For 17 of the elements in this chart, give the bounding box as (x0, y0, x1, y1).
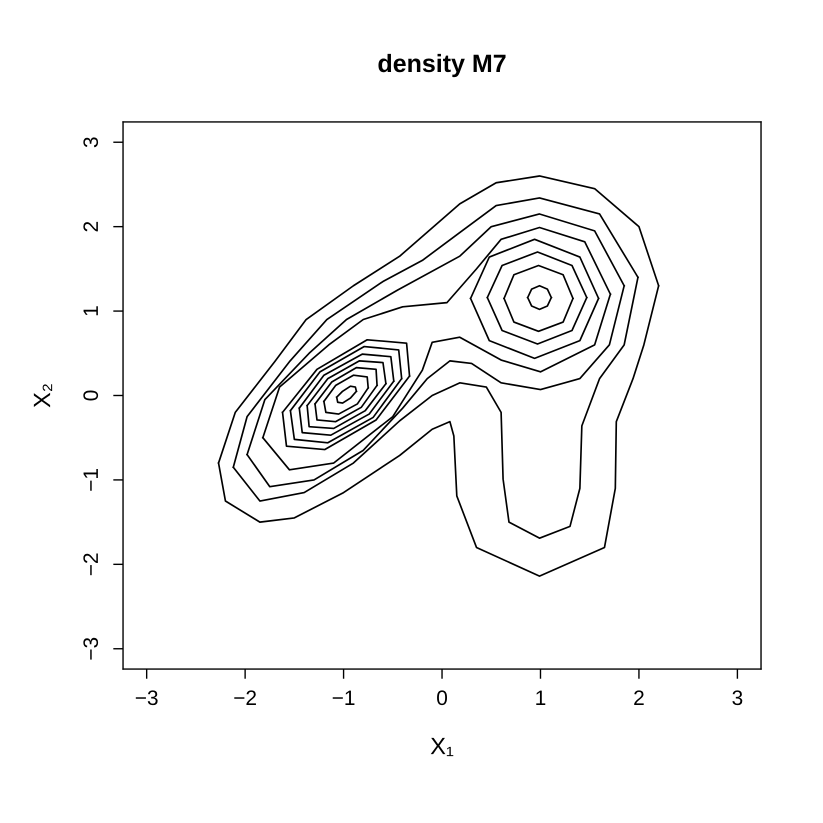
y-tick-label: 2 (83, 222, 98, 232)
y-tick-label: 0 (83, 390, 98, 400)
x-tick-label: 3 (732, 690, 742, 706)
y-axis-title: X₂ (34, 384, 52, 408)
y-tick-label: −3 (83, 638, 98, 660)
y-tick-label: 1 (84, 306, 98, 316)
y-tick-label: −2 (83, 554, 98, 576)
x-axis-title: X₁ (430, 738, 454, 756)
y-tick-label: −1 (84, 469, 98, 491)
x-tick-label: 0 (437, 690, 448, 706)
x-tick-label: 1 (536, 690, 546, 705)
x-tick-label: −2 (234, 690, 256, 705)
y-tick-label: 3 (83, 137, 98, 148)
x-tick-label: 2 (634, 690, 644, 705)
chart-title: density M7 (378, 54, 506, 78)
x-tick-label: −3 (136, 690, 158, 706)
x-tick-label: −1 (332, 690, 354, 705)
